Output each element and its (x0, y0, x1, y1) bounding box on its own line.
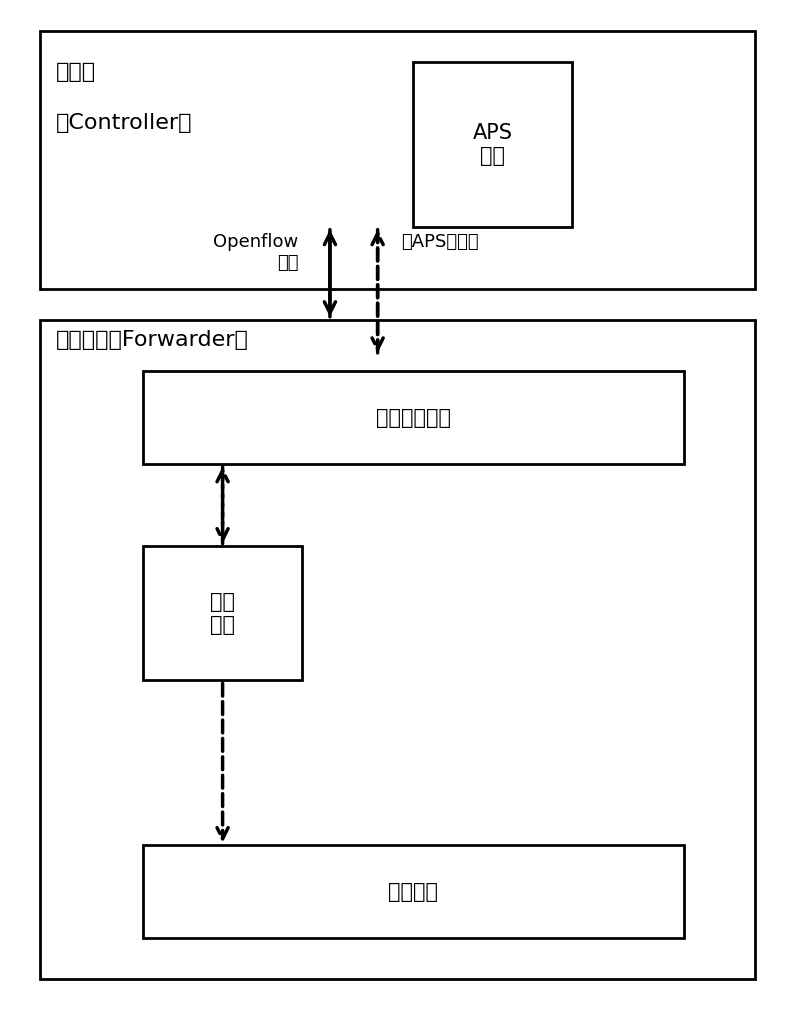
FancyBboxPatch shape (413, 62, 572, 227)
Text: APS
组件: APS 组件 (473, 123, 513, 166)
Text: 转发组件: 转发组件 (389, 882, 438, 902)
Text: （APS消息）: （APS消息） (401, 233, 479, 252)
FancyBboxPatch shape (143, 546, 302, 680)
FancyBboxPatch shape (143, 371, 684, 464)
Text: 协议处理组件: 协议处理组件 (376, 407, 451, 428)
FancyBboxPatch shape (40, 320, 755, 979)
Text: 流表
组件: 流表 组件 (210, 592, 235, 635)
Text: 转发设备（Forwarder）: 转发设备（Forwarder） (56, 330, 249, 350)
Text: 控制器: 控制器 (56, 62, 95, 81)
FancyBboxPatch shape (40, 31, 755, 289)
Text: （Controller）: （Controller） (56, 113, 192, 133)
FancyBboxPatch shape (143, 845, 684, 938)
Text: Openflow
通道: Openflow 通道 (213, 233, 298, 272)
